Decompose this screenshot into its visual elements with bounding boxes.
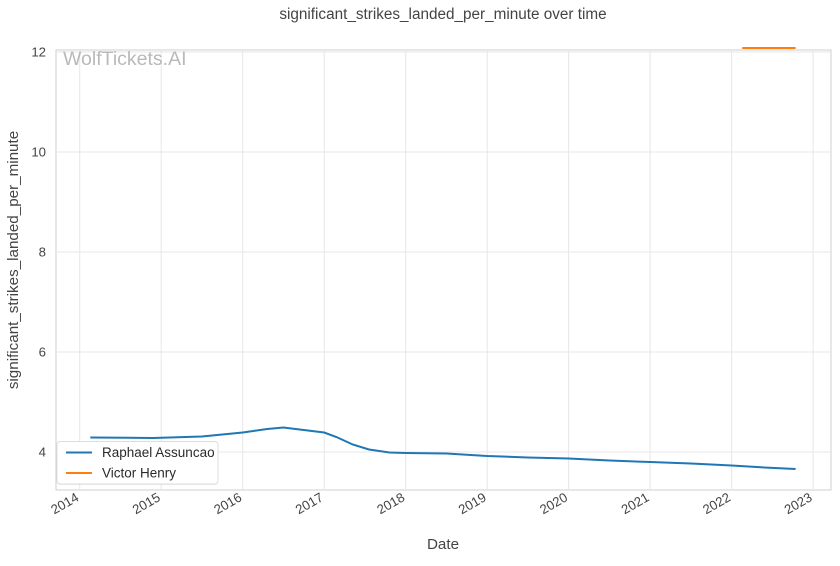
svg-text:WolfTickets.AI: WolfTickets.AI	[63, 48, 187, 70]
svg-text:4: 4	[39, 445, 46, 460]
svg-text:8: 8	[39, 245, 46, 260]
svg-text:significant_strikes_landed_per: significant_strikes_landed_per_minute ov…	[279, 6, 606, 23]
svg-text:10: 10	[31, 145, 46, 160]
svg-text:12: 12	[31, 45, 46, 60]
svg-text:Date: Date	[427, 536, 459, 553]
svg-text:Raphael Assuncao: Raphael Assuncao	[102, 445, 215, 460]
svg-text:6: 6	[39, 345, 46, 360]
svg-text:significant_strikes_landed_per: significant_strikes_landed_per_minute	[5, 131, 22, 389]
svg-text:Victor Henry: Victor Henry	[102, 466, 176, 481]
